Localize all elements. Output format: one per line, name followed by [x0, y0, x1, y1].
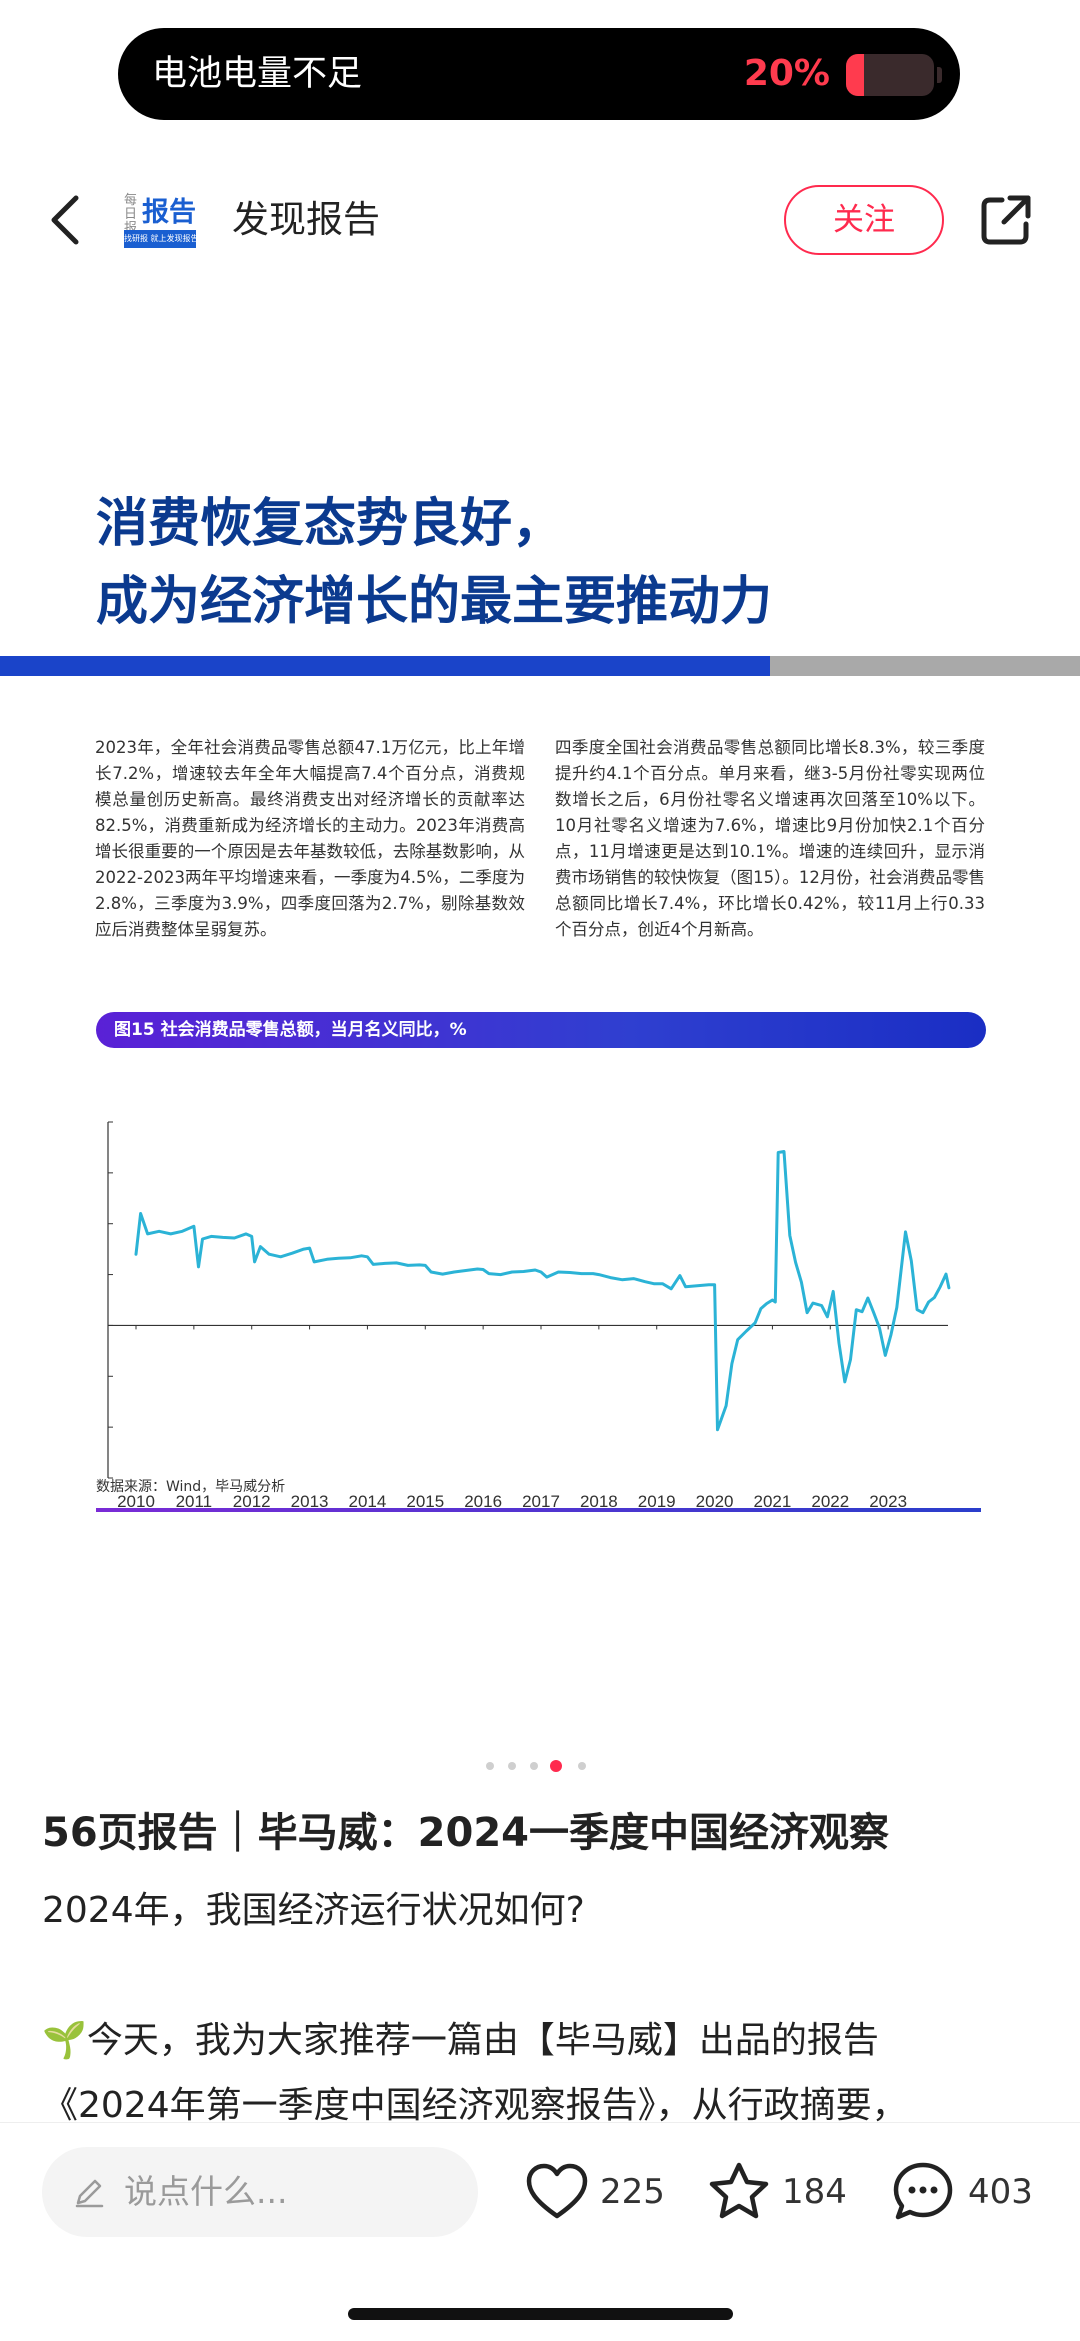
x-tick-label: 2020 — [696, 1492, 734, 1511]
collect-button[interactable]: 184 — [706, 2159, 856, 2225]
logo-top: 每日报告 报告 — [124, 188, 196, 250]
series-line — [134, 1150, 951, 1432]
x-tick-label: 2017 — [522, 1492, 560, 1511]
comment-button[interactable]: 403 — [890, 2159, 1050, 2225]
figure-title-bar: 图15 社会消费品零售总额，当月名义同比，% — [96, 1012, 986, 1048]
slide-bottom-rule — [96, 1508, 981, 1512]
pager-dot — [578, 1762, 586, 1770]
battery-toast-text: 电池电量不足 — [152, 54, 363, 94]
like-count: 225 — [600, 2172, 665, 2212]
slide-title-line2: 成为经济增长的最主要推动力 — [96, 572, 773, 632]
x-tick-label: 2012 — [233, 1492, 271, 1511]
follow-button[interactable]: 关注 — [784, 185, 944, 255]
x-tick-label: 2021 — [754, 1492, 792, 1511]
battery-fill — [846, 54, 864, 96]
x-tick-label: 2014 — [349, 1492, 387, 1511]
pager-dot — [486, 1762, 494, 1770]
comment-count: 403 — [968, 2172, 1033, 2212]
slide-paragraph-left: 2023年，全年社会消费品零售总额47.1万亿元，比上年增长7.2%，增速较去年… — [95, 738, 525, 939]
slide-paragraph-right: 四季度全国社会消费品零售总额同比增长8.3%，较三季度提升约4.1个百分点。单月… — [555, 738, 985, 939]
slide-rule-gray — [770, 656, 1080, 676]
retail-sales-line-chart: 403020100-10-20-302010201120122013201420… — [107, 1121, 951, 1511]
pager-dot — [508, 1762, 516, 1770]
comment-input[interactable]: 说点什么... — [42, 2147, 478, 2237]
x-tick-label: 2013 — [291, 1492, 329, 1511]
x-tick-label: 2011 — [176, 1492, 213, 1511]
like-button[interactable]: 225 — [524, 2159, 674, 2225]
slide-title-line1: 消费恢复态势良好， — [96, 494, 565, 554]
x-tick-label: 2019 — [638, 1492, 676, 1511]
logo-tagline: 找研报 就上发现报告 — [124, 230, 196, 248]
x-tick-label: 2010 — [117, 1492, 155, 1511]
battery-percent: 20% — [743, 53, 830, 94]
post-text-line-1: 2024年，我国经济运行状况如何? — [42, 1890, 585, 1931]
home-indicator — [348, 2308, 733, 2320]
x-tick-label: 2023 — [869, 1492, 907, 1511]
star-icon — [709, 2162, 769, 2219]
pencil-icon — [75, 2179, 104, 2208]
slide-rule-blue — [0, 656, 770, 676]
image-pager — [486, 1759, 596, 1773]
post-text-line-3: 《2024年第一季度中国经济观察报告》，从行政摘要， — [42, 2085, 908, 2126]
x-tick-label: 2015 — [406, 1492, 444, 1511]
battery-cap — [937, 67, 942, 83]
report-slide-image[interactable]: 消费恢复态势良好， 成为经济增长的最主要推动力 2023年，全年社会消费品零售总… — [0, 300, 1080, 1720]
author-avatar[interactable]: 每日报告 报告 找研报 就上发现报告 — [124, 188, 196, 252]
pager-dot-active — [550, 1760, 562, 1772]
back-icon[interactable] — [40, 190, 100, 250]
slide-title: 消费恢复态势良好， 成为经济增长的最主要推动力 — [96, 485, 772, 641]
post-header: 每日报告 报告 找研报 就上发现报告 发现报告 关注 — [0, 170, 1080, 270]
post-text-line-2: 🌱今天，我为大家推荐一篇由【毕马威】出品的报告 — [42, 2020, 879, 2061]
share-icon[interactable] — [976, 190, 1036, 250]
bottom-action-bar: 说点什么... 225 184 403 — [0, 2122, 1080, 2341]
logo-main-text: 报告 — [142, 197, 196, 228]
comment-bubble-icon — [893, 2162, 953, 2220]
pager-dot — [530, 1762, 538, 1770]
low-battery-toast: 电池电量不足 20% — [118, 28, 960, 120]
heart-icon — [526, 2163, 588, 2219]
author-name[interactable]: 发现报告 — [232, 198, 380, 241]
post-title: 56页报告｜毕马威：2024一季度中国经济观察 — [42, 1810, 889, 1856]
data-source: 数据来源：Wind，毕马威分析 — [96, 1479, 286, 1495]
x-tick-label: 2022 — [811, 1492, 849, 1511]
collect-count: 184 — [782, 2172, 847, 2212]
x-tick-label: 2018 — [580, 1492, 618, 1511]
battery-icon — [846, 54, 942, 96]
comment-placeholder: 说点什么... — [124, 2172, 288, 2211]
x-tick-label: 2016 — [464, 1492, 502, 1511]
